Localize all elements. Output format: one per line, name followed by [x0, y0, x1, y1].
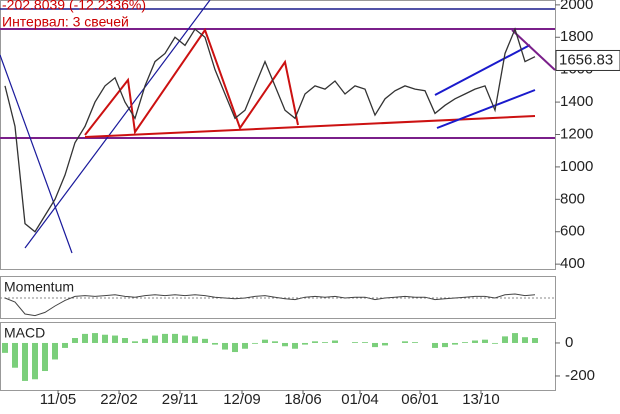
- macd-bar: [462, 342, 468, 343]
- y-tick-label: 2000: [560, 0, 593, 13]
- momentum-line: [4, 293, 536, 317]
- macd-bar: [482, 339, 488, 343]
- macd-bar: [322, 342, 328, 343]
- last-value-label: 1656.83: [559, 51, 613, 68]
- y-tick-label: 1200: [560, 125, 593, 142]
- macd-panel: [0, 322, 556, 391]
- macd-bar: [442, 342, 448, 348]
- y-tick-label: 1800: [560, 28, 593, 45]
- x-tick-label: 13/10: [462, 391, 500, 408]
- macd-bar: [172, 333, 178, 343]
- macd-bar: [142, 338, 148, 343]
- trend-line: [24, 0, 211, 249]
- macd-bar: [492, 342, 498, 344]
- macd-bar: [282, 342, 288, 347]
- macd-bar: [22, 342, 28, 381]
- macd-bar: [2, 342, 8, 353]
- macd-bar: [252, 342, 258, 344]
- macd-bar: [292, 342, 298, 349]
- change-annotation: -202.8039 (-12.2336%): [2, 0, 146, 13]
- macd-bar: [512, 333, 518, 343]
- last-value-box: [555, 49, 620, 71]
- x-tick-label: 11/05: [40, 391, 76, 408]
- trend-line: [84, 115, 536, 138]
- macd-bar: [532, 338, 538, 343]
- macd-bar: [242, 342, 248, 349]
- macd-bar: [382, 342, 388, 346]
- macd-bar: [402, 341, 408, 343]
- macd-bar: [12, 342, 18, 368]
- macd-bar: [262, 339, 268, 343]
- macd-bar: [372, 342, 378, 348]
- trend-lines: [0, 0, 556, 254]
- macd-bar: [312, 341, 318, 343]
- macd-bar: [472, 340, 478, 343]
- y-tick-label: 800: [560, 190, 585, 207]
- momentum-title: Momentum: [4, 279, 74, 295]
- y-tick-label: 1400: [560, 93, 593, 110]
- macd-bar: [432, 342, 438, 348]
- macd-bar: [122, 338, 128, 343]
- macd-bar: [182, 335, 188, 343]
- x-tick-label: 22/02: [100, 391, 138, 408]
- macd-bar: [302, 342, 308, 345]
- macd-bar: [452, 342, 458, 345]
- trend-line: [511, 29, 556, 71]
- channel-line: [436, 89, 536, 129]
- trend-line: [0, 54, 73, 254]
- macd-bar: [102, 334, 108, 343]
- pattern-line: [84, 27, 299, 136]
- price-panel: [0, 0, 556, 270]
- macd-bar: [62, 342, 68, 348]
- y-tick-label: 1000: [560, 158, 593, 175]
- y-tick-label: -200: [565, 367, 595, 384]
- macd-bar: [72, 338, 78, 343]
- y-tick-label: 0: [565, 334, 573, 351]
- macd-bar: [162, 333, 168, 343]
- x-tick-label: 12/09: [223, 391, 261, 408]
- macd-bar: [52, 342, 58, 360]
- macd-bar: [232, 342, 238, 353]
- macd-bar: [522, 337, 528, 343]
- channel-line: [434, 44, 531, 96]
- x-tick-label: 29/11: [162, 391, 198, 408]
- price-line: [4, 27, 536, 233]
- macd-bar: [92, 333, 98, 343]
- macd-bar: [352, 342, 358, 343]
- macd-bar: [32, 342, 38, 380]
- macd-bar: [112, 335, 118, 343]
- macd-bar: [202, 338, 208, 343]
- macd-bar: [82, 333, 88, 343]
- y-tick-label: 400: [560, 255, 585, 272]
- x-tick-label: 06/01: [401, 391, 439, 408]
- x-tick-label: 18/06: [284, 391, 322, 408]
- interval-annotation: Интервал: 3 свечей: [2, 14, 129, 30]
- y-tick-label: 600: [560, 223, 585, 240]
- macd-bar: [132, 341, 138, 343]
- macd-bar: [212, 342, 218, 345]
- macd-bar: [272, 341, 278, 343]
- macd-bar: [42, 342, 48, 372]
- macd-bar: [152, 335, 158, 343]
- macd-bar: [362, 342, 368, 343]
- macd-title: MACD: [4, 325, 45, 341]
- macd-bar: [502, 336, 508, 343]
- macd-bar: [332, 340, 338, 343]
- macd-bar: [222, 342, 228, 350]
- x-tick-label: 01/04: [341, 391, 379, 408]
- macd-bar: [192, 336, 198, 343]
- macd-bar: [412, 342, 418, 343]
